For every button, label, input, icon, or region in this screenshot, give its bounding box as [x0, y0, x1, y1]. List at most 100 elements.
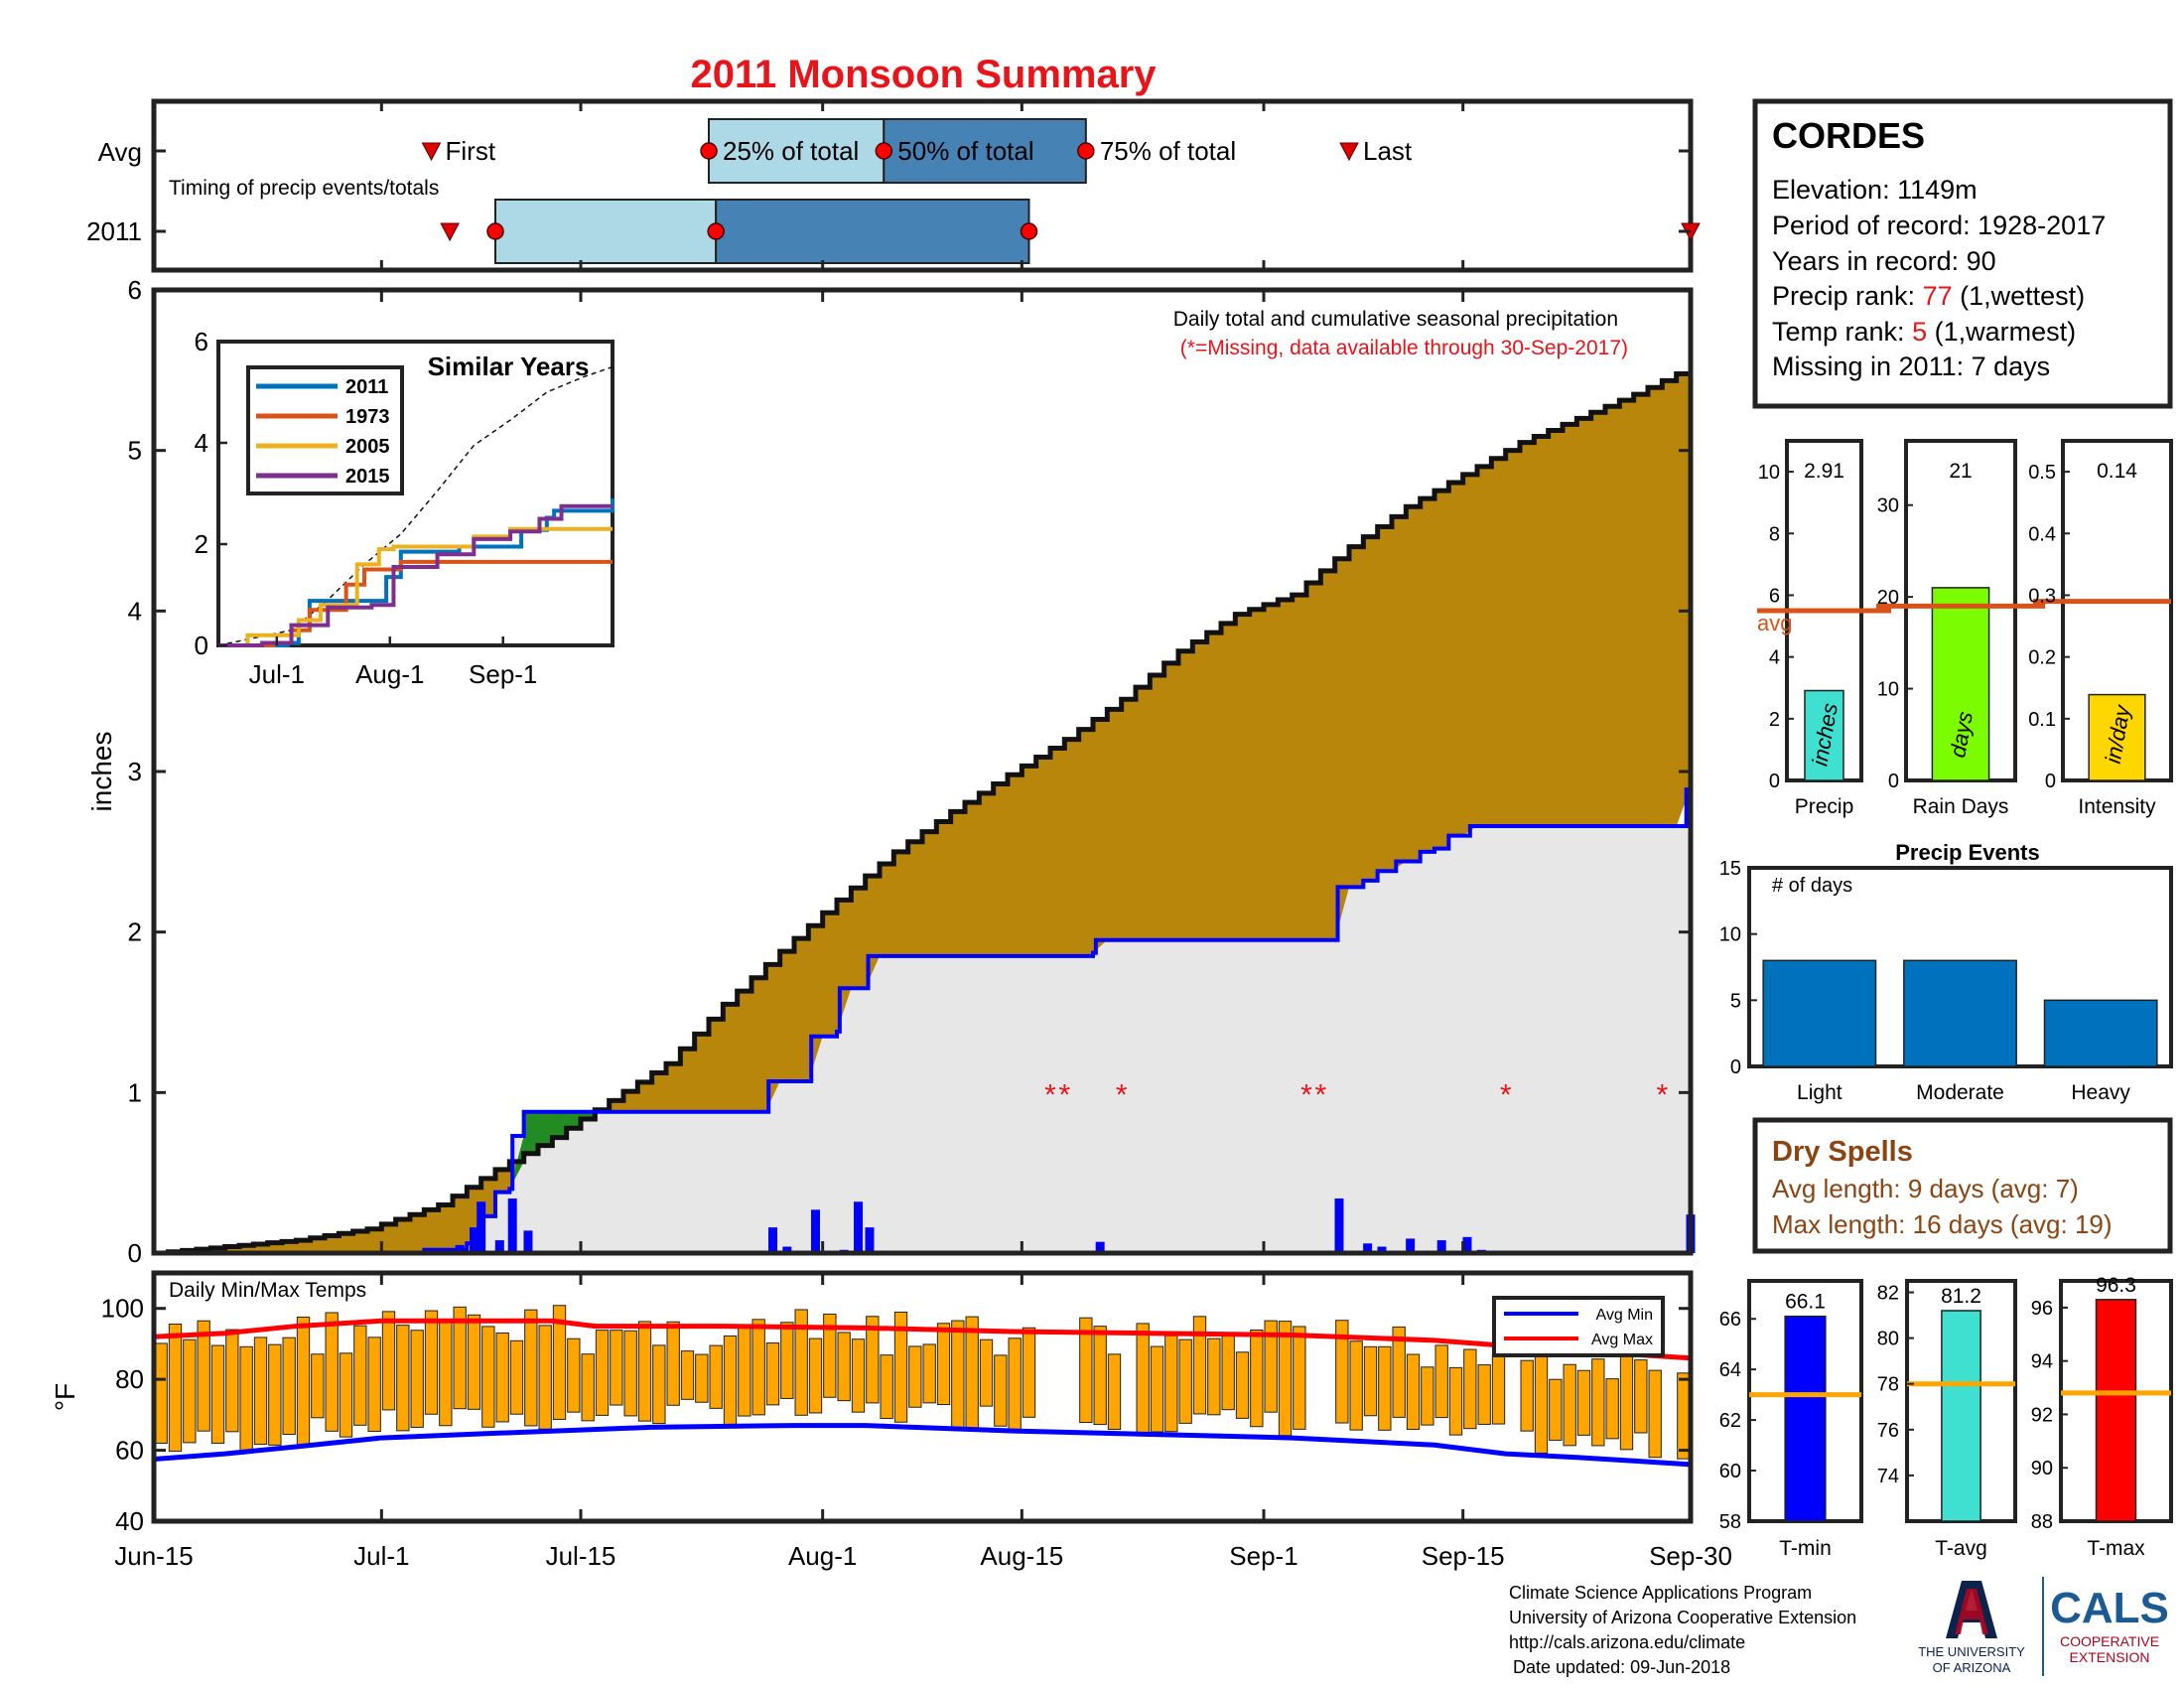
precip-events-panel: Precip Events # of days Light Moderate Hea… — [1719, 840, 2173, 1104]
stat-ytick-label: 0.3 — [2028, 585, 2056, 607]
dry-max-length: Max length: 16 days (avg: 19) — [1772, 1209, 2113, 1239]
similar-years-inset: 0 2 4 6 Jul-1 Aug-1 Sep-1 Similar Years 2011 19… — [195, 327, 614, 689]
temp-range-bar — [381, 1311, 396, 1411]
temp-range-bar — [1293, 1326, 1306, 1430]
temp-range-bar — [1491, 1353, 1506, 1425]
date-tick-label: Sep-1 — [1229, 1541, 1297, 1571]
inset-average-line — [217, 365, 614, 646]
date-tick-label: Aug-15 — [980, 1541, 1063, 1571]
temp-range-bar — [1634, 1359, 1648, 1434]
daily-precip-bar — [865, 1227, 875, 1253]
temp-range-bar — [1534, 1351, 1549, 1454]
temp-stat-value: 81.2 — [1941, 1285, 1981, 1308]
temp-range-bar — [1107, 1353, 1122, 1431]
inset-xtick-label: Sep-1 — [469, 659, 537, 689]
temp-range-bar — [495, 1333, 509, 1423]
timing-bar-50-75 — [883, 118, 1087, 184]
temp-stat-ytick-label: 66 — [1719, 1309, 1741, 1331]
temp-stat-ytick-label: 90 — [2031, 1458, 2053, 1479]
timing-last-label: Last — [1363, 136, 1413, 166]
stat-bar — [1804, 689, 1844, 781]
temp-range-bar — [1648, 1369, 1662, 1459]
cals-line2: EXTENSION — [2070, 1649, 2150, 1665]
temp-range-bar — [1335, 1320, 1349, 1424]
daily-precip-bar — [768, 1227, 777, 1253]
temp-avg-lines — [153, 1318, 1692, 1468]
inset-lines — [217, 365, 614, 647]
figure-title: 2011 Monsoon Summary — [690, 53, 1157, 96]
missing-days: Missing in 2011: 7 days — [1772, 352, 2050, 381]
timing-triangle-first — [440, 222, 460, 242]
timing-panel: Avg 2011 Timing of precip events/totals … — [86, 98, 1701, 273]
temp-stat-ytick-label: 92 — [2031, 1404, 2053, 1426]
temp-range-bar — [1576, 1369, 1591, 1436]
footer: Climate Science Applications Program Uni… — [1509, 1577, 2169, 1677]
temp-range-bar — [1549, 1378, 1563, 1441]
temp-stat-value: 66.1 — [1785, 1291, 1826, 1314]
inset-ytick-label: 2 — [195, 529, 208, 559]
temp-axes: 40 60 80 100 Jun-15 Jul-1 Jul-15 Aug-1 Aug-15 Sep… — [101, 1273, 1732, 1571]
daily-precip-bar — [523, 1230, 533, 1253]
stat-avg-label: avg — [1757, 611, 1792, 635]
temp-ytick-label: 40 — [115, 1506, 144, 1536]
date-tick-label: Aug-1 — [788, 1541, 857, 1571]
inset-series-2015 — [218, 503, 613, 647]
temp-range-bar — [1079, 1317, 1093, 1424]
temp-stat-bar — [1784, 1315, 1827, 1522]
precip-rank: Precip rank: 77 (1,wettest) — [1772, 281, 2085, 311]
elevation: Elevation: 1149m — [1772, 175, 1978, 205]
legend-avg-min: Avg Min — [1595, 1307, 1653, 1324]
temp-stat-t-max: 96.3 T-max 88 90 92 94 96 — [2031, 1274, 2173, 1560]
temp-range-bar — [695, 1353, 709, 1403]
temp-range-bar — [623, 1330, 637, 1417]
temp-ytick-label: 60 — [115, 1436, 144, 1466]
temp-stat-ytick-label: 60 — [1719, 1461, 1741, 1482]
stat-ytick-label: 10 — [1758, 462, 1780, 484]
temp-range-bar — [823, 1313, 837, 1398]
dry-spells-box: Dry Spells Avg length: 9 days (avg: 7) M… — [1752, 1117, 2173, 1254]
temp-range-bar — [1605, 1378, 1619, 1440]
average-cumulative-line — [154, 366, 1694, 1256]
temp-range-bar — [538, 1325, 552, 1430]
timing-75-label: 75% of total — [1100, 136, 1236, 166]
inset-xtick-label: Jul-1 — [249, 659, 305, 689]
temp-range-bar — [1278, 1321, 1293, 1437]
timing-bar-25-50 — [708, 118, 886, 184]
temp-stat-value: 96.3 — [2096, 1274, 2136, 1297]
events-title: Precip Events — [1895, 840, 2040, 865]
period-of-record: Period of record: 1928-2017 — [1772, 211, 2106, 240]
timing-marker-q75 — [1020, 222, 1038, 240]
temp-stat-label: T-max — [2087, 1537, 2145, 1560]
temp-range-bar — [1207, 1337, 1221, 1416]
temp-range-bar — [951, 1320, 965, 1429]
temp-range-bar — [481, 1326, 495, 1428]
dry-avg-length: Avg length: 9 days (avg: 7) — [1772, 1174, 2079, 1203]
temp-range-bar — [738, 1324, 751, 1417]
main-ytick-label: 4 — [128, 596, 142, 626]
temp-range-bar — [168, 1323, 183, 1452]
inset-legend-label: 2011 — [345, 376, 388, 398]
timing-triangle-first — [421, 142, 442, 162]
temp-range-bar — [325, 1312, 339, 1432]
event-category-label: Light — [1797, 1081, 1843, 1104]
event-ytick-label: 10 — [1719, 924, 1741, 946]
stat-ytick-label: 2 — [1769, 709, 1780, 731]
temp-range-bar — [1264, 1320, 1278, 1413]
temp-range-bar — [1221, 1333, 1235, 1411]
footer-university: University of Arizona Cooperative Extens… — [1509, 1608, 1856, 1627]
main-ytick-label: 1 — [128, 1077, 142, 1107]
years-in-record: Years in record: 90 — [1772, 246, 1996, 276]
daily-precip-bar — [1436, 1240, 1446, 1253]
temp-range-bar — [780, 1322, 794, 1399]
temp-stat-ytick-label: 76 — [1877, 1420, 1899, 1442]
main-ytick-label: 0 — [128, 1238, 142, 1268]
temp-range-bar — [1250, 1330, 1264, 1428]
inset-series-2005 — [218, 526, 613, 647]
cals-line1: COOPERATIVE — [2060, 1633, 2159, 1649]
temp-stat-ytick-label: 62 — [1719, 1410, 1741, 1432]
timing-bar-50-75 — [715, 199, 1030, 264]
timing-marks: First 25% of total 50% of total 75% of tota… — [152, 101, 1701, 270]
